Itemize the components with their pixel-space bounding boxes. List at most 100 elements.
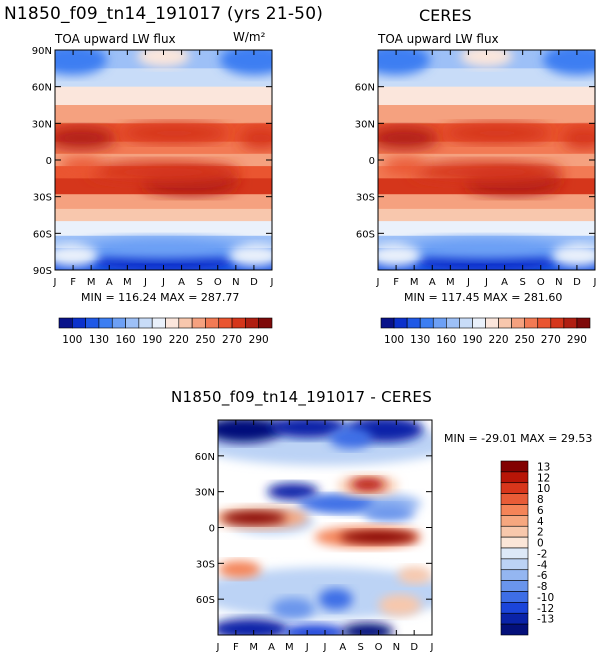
diff-blob: [297, 495, 375, 513]
model-x-tick-label: A: [106, 277, 113, 288]
ceres-colorbar-cell: [446, 317, 460, 329]
difference-colorbar-cell: [500, 623, 529, 636]
flux-blob: [55, 50, 108, 76]
difference-colorbar-label: -12: [537, 603, 554, 615]
difference-colorbar-cell: [500, 493, 529, 505]
ceres-x-tick-label: O: [537, 277, 545, 288]
flux-blob: [551, 244, 595, 267]
ceres-colorbar-label: 190: [462, 334, 482, 346]
difference-colorbar-cell: [500, 591, 529, 603]
model-colorbar-cell: [138, 317, 153, 329]
flux-band: [378, 141, 595, 155]
difference-x-tick-label: J: [323, 642, 327, 653]
ceres-colorbar-cell: [498, 317, 512, 329]
model-x-tick-label: J: [53, 277, 57, 288]
model-variable-label: TOA upward LW flux: [55, 32, 176, 46]
flux-band: [378, 208, 595, 223]
ceres-colorbar-cell: [550, 317, 565, 329]
model-x-tick-label: O: [214, 277, 222, 288]
ceres-x-tick-label: F: [393, 277, 399, 288]
ceres-colorbar-label: 130: [410, 334, 430, 346]
model-colorbar-label: 220: [169, 334, 189, 346]
difference-y-tick-label: 60S: [196, 595, 215, 606]
difference-colorbar-cell: [500, 525, 529, 538]
flux-blob: [382, 157, 426, 175]
model-units-label: W/m²: [233, 30, 266, 44]
difference-y-tick-label: 0: [209, 524, 215, 535]
model-x-tick-label: M: [123, 277, 132, 288]
model-x-tick-label: D: [250, 277, 258, 288]
flux-band: [55, 221, 272, 237]
difference-colorbar-cell: [500, 547, 529, 560]
model-colorbar-cell: [58, 317, 73, 329]
ceres-y-tick-label: 60S: [356, 229, 375, 240]
ceres-x-tick-label: J: [466, 277, 470, 288]
ceres-x-tick-label: M: [410, 277, 419, 288]
ceres-x-tick-label: N: [555, 277, 562, 288]
difference-colorbar-cell: [500, 482, 529, 494]
difference-colorbar-cell: [500, 580, 529, 592]
model-colorbar-cell: [85, 317, 100, 329]
difference-colorbar-label: 8: [537, 494, 544, 506]
ceres-colorbar-cell: [472, 317, 486, 329]
ceres-colorbar-cell: [459, 317, 473, 329]
flux-band: [55, 208, 272, 223]
model-colorbar-label: 250: [195, 334, 215, 346]
model-colorbar-label: 100: [62, 334, 82, 346]
diff-blob: [363, 504, 415, 522]
model-field: [55, 50, 272, 270]
flux-band: [378, 68, 595, 88]
difference-colorbar-cell: [500, 569, 529, 581]
difference-colorbar-label: 10: [537, 483, 550, 495]
flux-blob: [120, 123, 229, 144]
model-colorbar-cell: [191, 317, 206, 329]
ceres-field: [378, 50, 595, 270]
difference-y-tick-label: 30S: [196, 559, 215, 570]
difference-panel-title: N1850_f09_tn14_191017 - CERES: [171, 388, 433, 406]
flux-blob: [410, 161, 563, 184]
difference-x-tick-label: A: [339, 642, 346, 653]
difference-colorbar-label: 6: [537, 505, 544, 517]
ceres-colorbar-cell: [419, 317, 434, 329]
model-y-tick-label: 0: [46, 156, 52, 167]
model-colorbar-cell: [151, 317, 166, 329]
model-colorbar-cell: [231, 317, 246, 329]
model-colorbar-cell: [98, 317, 113, 329]
ceres-colorbar-cell: [406, 317, 421, 329]
diff-blob: [329, 427, 373, 449]
diff-blob: [218, 420, 283, 443]
difference-colorbar-label: -2: [537, 548, 547, 560]
difference-x-tick-label: S: [357, 642, 363, 653]
model-colorbar-cell: [245, 317, 259, 329]
ceres-colorbar-cell: [485, 317, 499, 329]
difference-colorbar-cell: [500, 460, 529, 473]
model-colorbar-label: 190: [142, 334, 162, 346]
ceres-min-max: MIN = 117.45 MAX = 281.60: [404, 291, 563, 304]
model-y-tick-label: 90N: [32, 46, 52, 57]
ceres-colorbar-cell: [537, 317, 552, 329]
flux-band: [378, 221, 595, 237]
difference-x-tick-label: J: [305, 642, 309, 653]
flux-blob: [399, 237, 574, 259]
model-x-tick-label: S: [196, 277, 202, 288]
difference-x-tick-label: J: [430, 642, 434, 653]
ceres-y-tick-label: 0: [369, 156, 375, 167]
flux-band: [55, 86, 272, 106]
diff-blob: [339, 530, 418, 544]
ceres-colorbar-cell: [524, 317, 539, 329]
diff-blob: [271, 597, 315, 620]
model-colorbar-label: 290: [249, 334, 269, 346]
difference-colorbar-label: -13: [537, 614, 554, 626]
difference-colorbar-label: -6: [537, 570, 548, 582]
flux-blob: [87, 161, 240, 184]
flux-blob: [55, 244, 99, 267]
difference-x-tick-label: N: [393, 642, 400, 653]
ceres-colorbar-label: 160: [436, 334, 456, 346]
model-colorbar-label: 270: [222, 334, 242, 346]
model-y-tick-label: 30S: [33, 193, 52, 204]
difference-colorbar-label: -4: [537, 559, 548, 571]
difference-field: [218, 420, 432, 635]
model-colorbar-cell: [258, 317, 273, 329]
flux-blob: [55, 127, 116, 149]
